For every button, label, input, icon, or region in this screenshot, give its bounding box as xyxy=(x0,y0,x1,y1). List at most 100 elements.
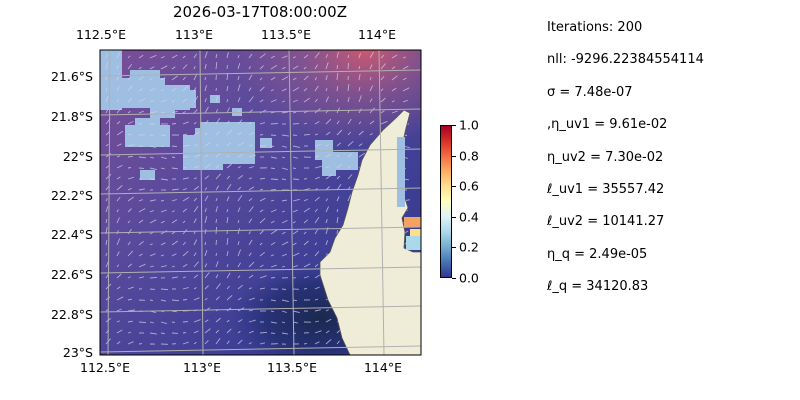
vector-arrow xyxy=(248,197,253,202)
vector-arrow xyxy=(171,199,177,202)
vector-arrow xyxy=(303,97,311,103)
vector-arrow xyxy=(270,321,277,324)
vector-arrow xyxy=(149,219,157,224)
vector-arrow xyxy=(182,341,189,345)
vector-arrow xyxy=(248,218,253,224)
vector-arrow xyxy=(193,218,197,224)
vector-arrow xyxy=(292,252,300,257)
vector-arrow xyxy=(160,89,164,92)
vector-arrow xyxy=(160,209,167,213)
vector-arrow xyxy=(160,56,165,59)
vector-arrow xyxy=(270,242,276,246)
vector-arrow xyxy=(270,55,275,59)
vector-arrow xyxy=(292,198,300,202)
vector-arrow xyxy=(204,272,210,279)
vector-arrow xyxy=(215,173,222,180)
vector-arrow xyxy=(402,87,410,92)
vector-arrow xyxy=(116,52,121,59)
vector-arrow xyxy=(193,87,197,92)
vector-arrow xyxy=(336,52,339,59)
vector-arrow xyxy=(215,329,220,334)
vector-arrow xyxy=(226,251,229,257)
coastal-cell-hot xyxy=(404,217,421,227)
vector-arrow xyxy=(369,77,372,81)
vector-arrow xyxy=(182,64,188,70)
lat-tick-label: 23°S xyxy=(63,345,93,360)
vector-arrow xyxy=(380,110,385,114)
vector-arrow xyxy=(127,85,133,92)
vector-arrow xyxy=(259,197,266,202)
vector-arrow xyxy=(226,183,232,191)
vector-arrow xyxy=(116,273,122,279)
vector-arrow xyxy=(325,62,329,70)
vector-arrow xyxy=(248,330,254,334)
vector-arrow xyxy=(270,229,278,235)
vector-arrow xyxy=(314,52,320,59)
vector-arrow xyxy=(193,144,198,147)
vector-arrow xyxy=(303,75,309,81)
vector-arrow xyxy=(204,98,207,103)
vector-arrow xyxy=(325,338,332,345)
vector-arrow xyxy=(226,129,233,136)
lon-tick-label-top: 113°E xyxy=(175,27,213,42)
vector-arrow xyxy=(259,287,265,290)
vector-arrow xyxy=(402,99,408,103)
vector-arrow xyxy=(259,122,265,125)
vector-arrow xyxy=(281,76,289,81)
vector-arrow xyxy=(116,296,124,301)
vector-arrow xyxy=(303,133,311,136)
vector-arrow xyxy=(336,163,342,169)
vector-arrow xyxy=(314,155,320,158)
vector-arrow xyxy=(116,130,124,136)
vector-arrow xyxy=(138,219,144,224)
vector-arrow xyxy=(149,210,154,213)
vector-arrow xyxy=(105,96,109,103)
lon-tick-label-top: 112.5°E xyxy=(76,27,126,42)
vector-arrow xyxy=(314,77,317,81)
vector-arrow xyxy=(105,240,108,246)
vector-arrow xyxy=(314,208,318,213)
vector-arrow xyxy=(402,56,406,59)
vector-arrow xyxy=(325,206,330,213)
vector-arrow xyxy=(171,276,178,279)
vector-arrow xyxy=(270,209,277,213)
vector-arrow xyxy=(215,117,221,125)
vector-arrow xyxy=(237,241,240,246)
vector-arrow xyxy=(303,231,307,235)
vector-arrow xyxy=(204,85,207,92)
vector-arrow xyxy=(292,178,300,180)
vector-arrow xyxy=(149,199,156,202)
vector-arrow xyxy=(292,209,298,213)
vector-arrow xyxy=(292,65,299,70)
vector-arrow xyxy=(149,253,156,257)
vector-arrow xyxy=(215,185,220,191)
colorbar-tick-mark xyxy=(452,155,456,157)
vector-arrow xyxy=(292,156,299,159)
vector-arrow xyxy=(105,206,109,213)
vector-arrow xyxy=(270,264,277,268)
vector-arrow xyxy=(149,321,155,324)
colorbar-tick-label: 0.4 xyxy=(459,209,479,225)
vector-arrow xyxy=(204,175,210,180)
vector-arrow xyxy=(281,210,285,213)
vector-arrow xyxy=(160,134,166,137)
stat-line: ℓ_q = 34120.83 xyxy=(547,279,649,295)
lon-tick-label-bottom: 112.5°E xyxy=(80,360,130,375)
vector-arrow xyxy=(182,263,188,268)
vector-arrow xyxy=(204,285,209,290)
vector-arrow xyxy=(171,167,178,170)
colorbar-tick-mark xyxy=(452,125,456,126)
lat-tick-label: 22.4°S xyxy=(51,227,93,242)
nodata-patch xyxy=(140,170,155,180)
vector-arrow xyxy=(358,53,361,59)
vector-arrow xyxy=(237,186,242,191)
vector-arrow xyxy=(226,107,230,114)
vector-arrow xyxy=(336,86,339,92)
vector-arrow xyxy=(336,98,339,103)
vector-arrow xyxy=(281,321,286,324)
vector-arrow xyxy=(281,219,288,224)
colorbar-tick-mark xyxy=(452,247,456,249)
map-panel xyxy=(100,50,421,355)
vector-arrow xyxy=(226,142,232,147)
vector-arrow xyxy=(105,185,110,191)
